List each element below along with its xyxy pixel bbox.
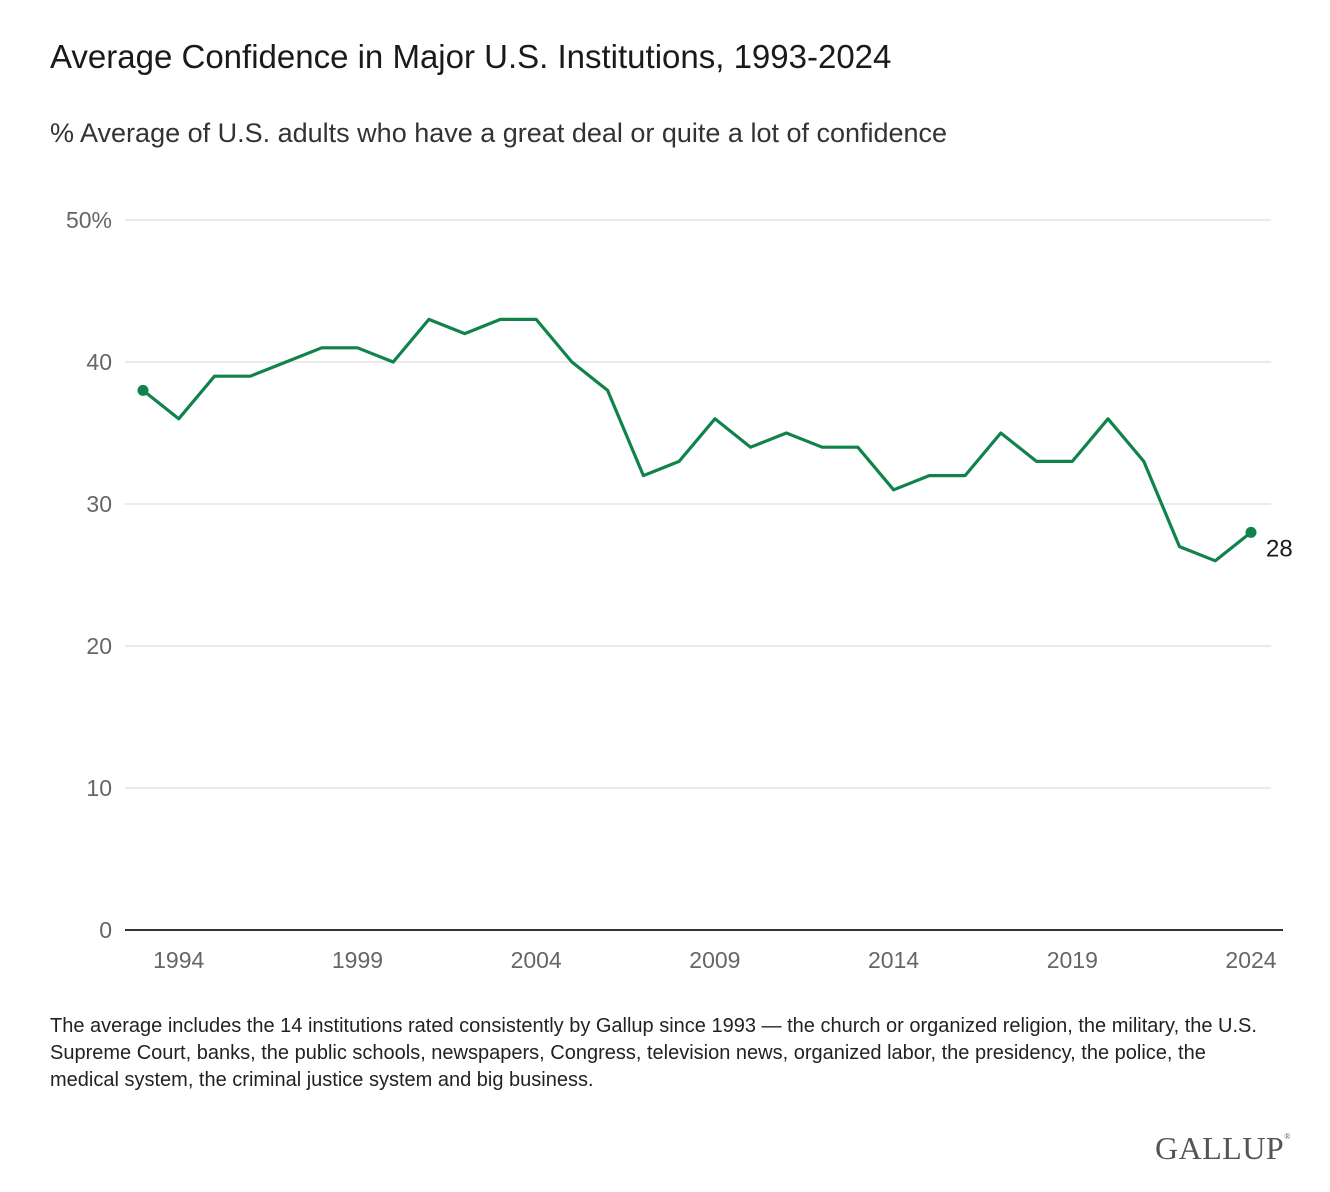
- chart-title: Average Confidence in Major U.S. Institu…: [50, 38, 892, 75]
- x-tick-label: 2019: [1047, 947, 1098, 973]
- series-layer: 28: [137, 317, 1293, 563]
- x-tick-label: 2004: [511, 947, 562, 973]
- y-tick-label: 0: [99, 917, 112, 943]
- registered-mark: ®: [1284, 1132, 1291, 1141]
- y-tick-label: 50%: [66, 207, 112, 233]
- y-tick-label: 20: [86, 633, 112, 659]
- x-tick-label: 1999: [332, 947, 383, 973]
- x-tick-label: 2014: [868, 947, 919, 973]
- chart-subtitle: % Average of U.S. adults who have a grea…: [50, 118, 948, 148]
- x-tick-label: 1994: [153, 947, 204, 973]
- y-tick-label: 10: [86, 775, 112, 801]
- footnote: The average includes the 14 institutions…: [50, 1015, 1257, 1091]
- start-point: [137, 384, 149, 396]
- axis-layer: 0 10 20 30 40 50% 1994 1999 2004 2009 2014 2019 2024: [66, 207, 1283, 973]
- gallup-logo: GALLUP®: [1155, 1130, 1291, 1167]
- series-line: [141, 317, 1253, 563]
- y-tick-label: 40: [86, 349, 112, 375]
- end-value-label: 28: [1266, 535, 1293, 562]
- y-tick-label: 30: [86, 491, 112, 517]
- grid-layer: [125, 219, 1271, 789]
- end-point: [1245, 526, 1257, 538]
- gallup-logo-text: GALLUP: [1155, 1130, 1285, 1166]
- x-tick-label: 2009: [689, 947, 740, 973]
- line-chart: 0 10 20 30 40 50% 1994 1999 2004 2009 2014 2019 2024…: [66, 207, 1293, 973]
- x-tick-label: 2024: [1225, 947, 1276, 973]
